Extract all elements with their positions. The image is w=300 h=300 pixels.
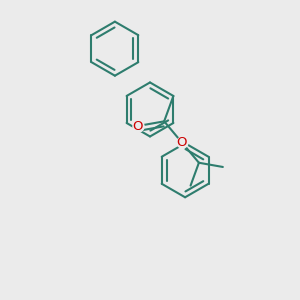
Text: O: O xyxy=(176,136,187,148)
Text: O: O xyxy=(176,136,187,148)
Text: O: O xyxy=(132,119,143,133)
Text: O: O xyxy=(132,119,143,133)
